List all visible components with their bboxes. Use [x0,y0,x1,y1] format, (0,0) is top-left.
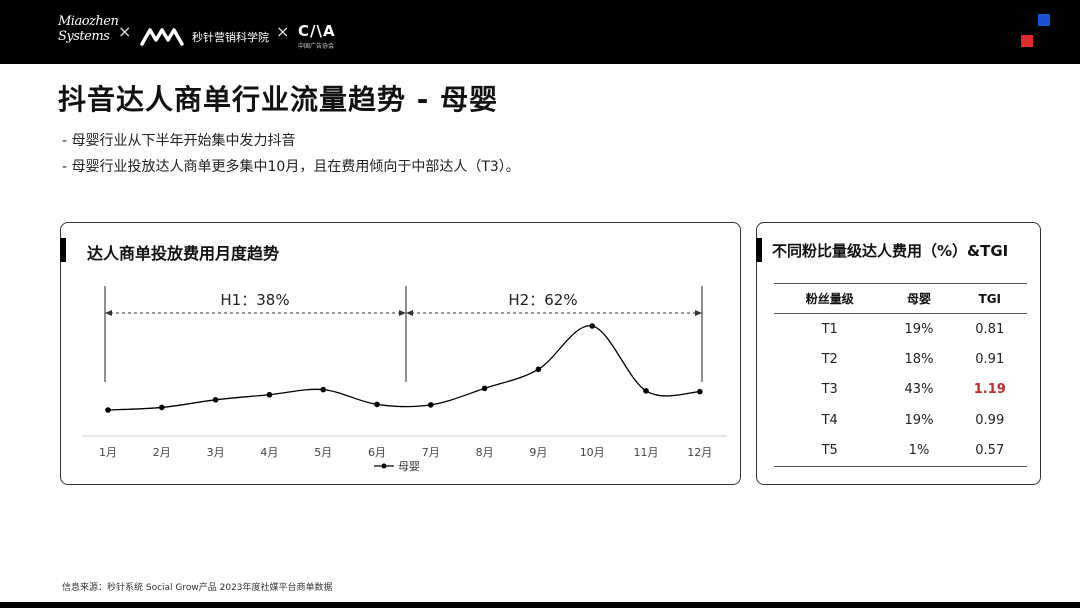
data-point [212,397,219,403]
table-cell: 1% [885,435,953,467]
tgi-table: 粉丝量级 母婴 TGI T1 19% 0.81 T2 18% 0.91 T3 4… [774,283,1027,467]
table-row: T3 43% 1.19 [774,375,1027,406]
page-title: 抖音达人商单行业流量趋势 - 母婴 [58,83,499,116]
table-cell: T5 [774,435,886,467]
x-tick-label: 10月 [580,446,605,459]
table-cell: 43% [904,382,934,398]
red-square-decoration [1021,35,1033,47]
h1-arrow-left [105,310,112,316]
table-cell: T2 [821,351,838,367]
blue-square-decoration [1038,14,1050,26]
data-point [481,385,488,392]
monthly-trend-card: 达人商单投放费用月度趋势 [60,222,741,485]
h2-arrow-right [695,310,702,316]
caa-logo-subtitle: 中国广告协会 [298,43,335,50]
legend-label: 母婴 [398,460,420,473]
x-tick-label: 5月 [314,446,332,459]
x-tick-label: 4月 [260,446,278,459]
column-header: TGI [952,283,1027,314]
data-source-note: 信息来源：秒针系统 Social Grow产品 2023年度社媒平台商单数据 [62,583,333,593]
h2-arrow-left [406,310,413,316]
bullet-item: - 母婴行业投放达人商单更多集中10月，且在费用倾向于中部达人（T3）。 [62,159,520,175]
data-point [105,407,111,413]
table-row: T2 18% 0.91 [774,344,1027,375]
table-cell: 0.57 [952,435,1027,467]
table-cell: T1 [821,321,838,337]
data-point [697,388,703,395]
table-header-row: 粉丝量级 母婴 TGI [774,283,1027,314]
x-tick-label: 8月 [476,446,494,459]
caa-logo: C/\A [298,22,336,40]
x-tick-label: 12月 [687,446,712,459]
series-points [105,323,703,413]
separator-x: × [276,22,290,41]
separator-x: × [118,22,132,41]
table-cell-highlight: 1.19 [973,382,1006,398]
data-point [535,366,542,373]
h1-label: H1：38% [220,291,289,309]
miaozhen-logo-line1: Miaozhen [58,14,119,29]
column-header: 母婴 [885,283,953,314]
table-cell: T4 [821,412,838,428]
h1-arrow-right [399,310,406,316]
table-cell: 0.91 [975,351,1005,367]
data-point [589,323,595,329]
table-cell: 19% [904,412,934,428]
table-cell: T3 [821,382,838,398]
card-accent-bar [756,238,762,262]
x-tick-label: 9月 [529,446,547,459]
table-cell: 19% [904,321,934,337]
miaozhen-logo-line2: Systems [58,29,110,44]
x-tick-label: 6月 [368,446,386,459]
table-row: T4 19% 0.99 [774,405,1027,436]
bullet-item: - 母婴行业从下半年开始集中发力抖音 [62,133,296,149]
h2-label: H2：62% [508,291,577,309]
footer-bar [0,602,1080,608]
data-point [643,388,649,394]
series-line-muying [107,325,700,411]
x-tick-label: 7月 [422,446,440,459]
bullet-list: - 母婴行业从下半年开始集中发力抖音 - 母婴行业投放达人商单更多集中10月，且… [62,128,520,180]
miaozhen-logo: Miaozhen Systems [58,14,119,44]
data-point [159,404,165,411]
data-point [374,401,380,408]
academy-name: 秒针营销科学院 [192,31,269,44]
academy-logo-icon [140,28,184,46]
x-tick-labels: 1月 2月 3月 4月 5月 6月 7月 8月 9月 10月 11月 12月 [99,446,712,459]
tgi-card-title: 不同粉比量级达人费用（%）&TGI [772,242,1009,260]
x-tick-label: 11月 [634,446,659,459]
table-row: T1 19% 0.81 [774,314,1027,345]
data-point [320,386,327,393]
x-tick-label: 2月 [153,446,171,459]
header-bar: Miaozhen Systems × 秒针营销科学院 × C/\A 中国广告协会 [0,0,1080,64]
table-row: T5 1% 0.57 [774,435,1027,467]
column-header: 粉丝量级 [774,283,886,314]
x-tick-label: 3月 [207,446,225,459]
data-point [266,391,273,398]
monthly-trend-title: 达人商单投放费用月度趋势 [87,244,280,263]
table-cell: 18% [904,351,934,367]
data-point [428,402,434,408]
card-accent-bar [60,238,66,262]
x-tick-label: 1月 [99,446,117,459]
legend-marker [381,463,387,469]
table-cell: 0.81 [975,321,1005,337]
table-cell: 0.99 [975,412,1005,428]
